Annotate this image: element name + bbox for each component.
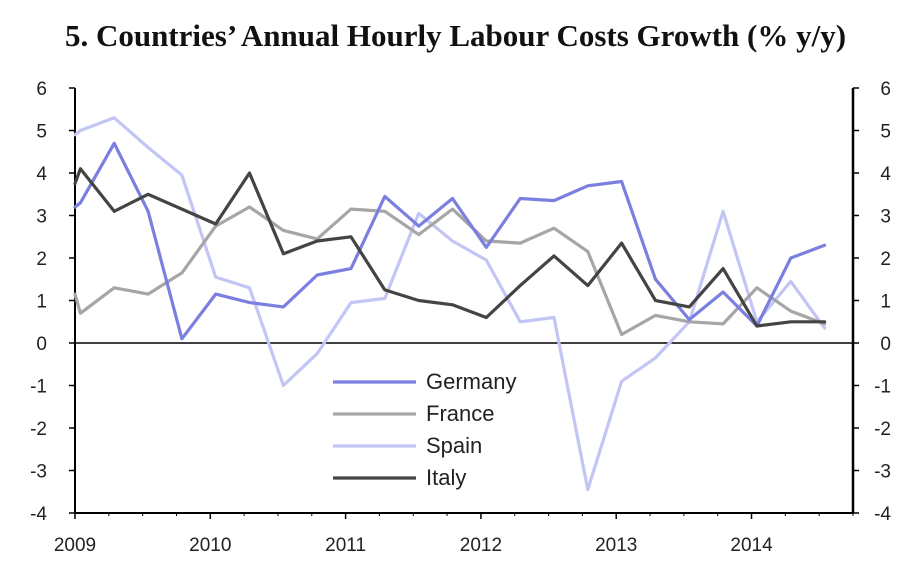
y-tick-label-right: -2 — [874, 419, 891, 440]
legend-label-spain: Spain — [426, 433, 482, 458]
series-line-spain — [73, 116, 827, 492]
y-tick-label-left: -3 — [30, 462, 47, 483]
series-line-germany — [73, 141, 827, 341]
series-line-italy — [73, 167, 827, 328]
y-tick-label-right: 4 — [880, 164, 891, 185]
y-tick-label-right: 2 — [880, 249, 891, 270]
y-tick-label-left: 6 — [36, 79, 47, 100]
y-tick-label-left: 0 — [36, 334, 47, 355]
y-tick-label-right: -1 — [874, 377, 891, 398]
legend-label-germany: Germany — [426, 369, 516, 394]
legend-label-france: France — [426, 401, 494, 426]
y-tick-label-right: -4 — [874, 504, 891, 525]
x-tick-label: 2010 — [189, 535, 231, 556]
y-tick-label-left: 3 — [36, 207, 47, 228]
y-tick-label-left: -1 — [30, 377, 47, 398]
y-tick-label-right: 6 — [880, 79, 891, 100]
legend-label-italy: Italy — [426, 465, 466, 490]
x-tick-label: 2014 — [730, 535, 773, 556]
chart-title: 5. Countries’ Annual Hourly Labour Costs… — [64, 18, 847, 53]
y-tick-label-left: 4 — [36, 164, 47, 185]
series-line-france — [73, 205, 827, 337]
y-tick-label-right: 5 — [880, 122, 891, 143]
y-tick-label-left: -2 — [30, 419, 47, 440]
x-tick-label: 2011 — [325, 535, 366, 556]
y-tick-label-right: 1 — [880, 292, 891, 313]
y-tick-label-left: 5 — [36, 122, 47, 143]
x-tick-label: 2009 — [54, 535, 96, 556]
y-tick-label-left: 1 — [36, 292, 47, 313]
y-tick-label-left: 2 — [36, 249, 47, 270]
y-tick-label-right: 0 — [880, 334, 891, 355]
y-tick-label-right: 3 — [880, 207, 891, 228]
x-tick-label: 2012 — [460, 535, 502, 556]
y-tick-label-right: -3 — [874, 462, 891, 483]
x-tick-label: 2013 — [595, 535, 637, 556]
y-tick-label-left: -4 — [30, 504, 47, 525]
